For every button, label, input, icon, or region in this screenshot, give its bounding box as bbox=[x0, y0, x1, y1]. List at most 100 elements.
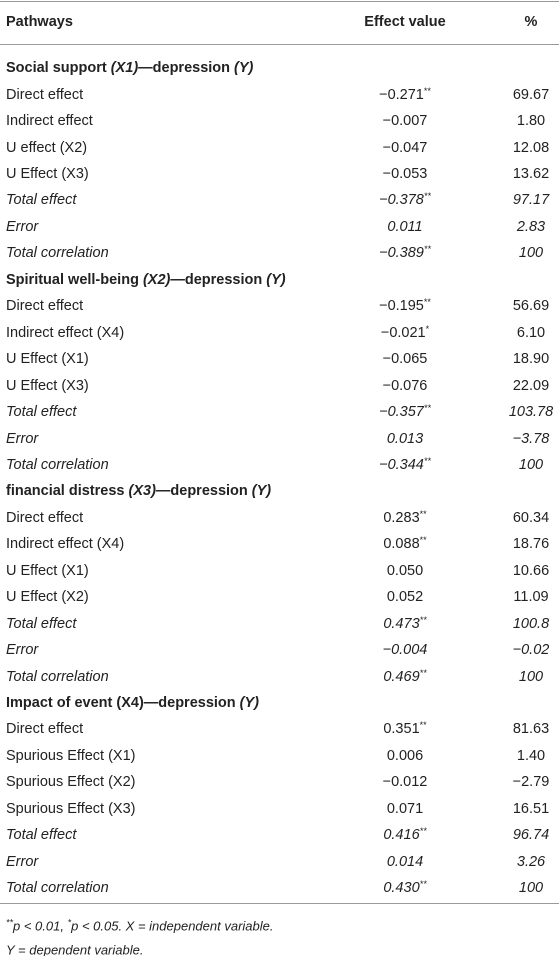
section-title: Spiritual well-being (X2)—depression (Y) bbox=[6, 271, 286, 289]
value-text: 100 bbox=[518, 245, 544, 262]
value-cell: −0.357** bbox=[379, 403, 431, 421]
value-cell: 22.09 bbox=[513, 377, 549, 395]
title-part: (Y) bbox=[234, 60, 254, 77]
value-text: −0.344 bbox=[379, 456, 424, 473]
significance-mark: ** bbox=[423, 191, 431, 202]
significance-mark: ** bbox=[419, 826, 427, 837]
row-label: U Effect (X2) bbox=[6, 589, 89, 606]
value-text: −0.076 bbox=[382, 377, 428, 394]
row-label: Spurious Effect (X3) bbox=[6, 800, 136, 817]
value-cell: 0.006 bbox=[387, 747, 423, 765]
row-label: Total correlation bbox=[6, 668, 109, 685]
rule bbox=[0, 903, 559, 904]
value-cell: −0.047 bbox=[383, 139, 428, 157]
row-label: U Effect (X3) bbox=[6, 377, 89, 394]
value-cell: 1.80 bbox=[517, 112, 545, 130]
value-cell: −0.195** bbox=[379, 297, 431, 315]
value-cell: 56.69 bbox=[513, 297, 549, 315]
value-cell: 100.8 bbox=[513, 615, 549, 633]
title-part: (X1) bbox=[110, 60, 139, 77]
title-part: —depression bbox=[138, 60, 235, 77]
title-part: —depression bbox=[155, 483, 252, 500]
section-title: Impact of event (X4)—depression (Y) bbox=[6, 694, 259, 712]
value-text: 0.013 bbox=[386, 430, 424, 447]
value-cell: −0.007 bbox=[383, 112, 428, 130]
value-text: 0.006 bbox=[386, 747, 424, 764]
value-text: 103.78 bbox=[508, 404, 554, 421]
value-text: 16.51 bbox=[512, 800, 550, 817]
row-label: Total correlation bbox=[6, 245, 109, 262]
value-cell: 2.83 bbox=[517, 218, 545, 236]
value-cell: 18.76 bbox=[513, 535, 549, 553]
value-cell: −2.79 bbox=[513, 773, 550, 791]
row-label: Total effect bbox=[6, 827, 77, 844]
value-cell: 0.011 bbox=[387, 218, 422, 236]
significance-mark: ** bbox=[419, 508, 427, 519]
value-cell: 0.052 bbox=[387, 588, 423, 606]
row-label: U Effect (X1) bbox=[6, 562, 89, 579]
value-text: 0.351 bbox=[383, 721, 420, 738]
header-cell: Pathways bbox=[6, 14, 73, 30]
value-cell: 1.40 bbox=[517, 747, 545, 765]
value-cell: 69.67 bbox=[513, 86, 549, 104]
value-text: −0.357 bbox=[379, 404, 424, 421]
value-cell: −0.053 bbox=[383, 165, 428, 183]
value-text: 22.09 bbox=[512, 377, 550, 394]
value-cell: −0.004 bbox=[383, 641, 428, 659]
value-text: 0.473 bbox=[383, 615, 420, 632]
value-text: 0.071 bbox=[386, 800, 424, 817]
value-text: 0.283 bbox=[383, 509, 420, 526]
title-part: Impact of event (X4)—depression bbox=[6, 695, 240, 712]
significance-mark: ** bbox=[423, 403, 431, 414]
value-cell: 96.74 bbox=[513, 826, 549, 844]
value-text: 0.430 bbox=[383, 880, 420, 897]
value-text: 81.63 bbox=[512, 721, 550, 738]
title-part: (X3) bbox=[128, 483, 156, 500]
significance-mark: ** bbox=[423, 244, 431, 255]
significance-mark: * bbox=[425, 323, 430, 334]
header-cell: Effect value bbox=[364, 14, 446, 30]
value-cell: 0.071 bbox=[387, 800, 423, 818]
value-text: −0.053 bbox=[382, 166, 428, 183]
value-cell: 0.416** bbox=[383, 826, 426, 844]
value-text: −0.271 bbox=[379, 86, 424, 103]
value-cell: 0.430** bbox=[383, 879, 426, 897]
value-text: 1.80 bbox=[516, 113, 546, 130]
value-text: −0.378 bbox=[379, 192, 424, 209]
row-label: Direct effect bbox=[6, 509, 84, 526]
value-cell: 0.013 bbox=[387, 430, 423, 448]
value-cell: 3.26 bbox=[517, 853, 545, 871]
row-label: Total effect bbox=[6, 404, 77, 421]
row-label: Direct effect bbox=[6, 86, 84, 103]
value-text: 12.08 bbox=[512, 139, 550, 156]
value-cell: −0.021* bbox=[381, 324, 429, 342]
value-text: 0.050 bbox=[386, 562, 424, 579]
value-text: 0.014 bbox=[386, 853, 424, 870]
significance-mark: ** bbox=[423, 297, 431, 308]
value-text: 0.052 bbox=[386, 589, 424, 606]
row-label: Direct effect bbox=[6, 721, 84, 738]
value-text: 0.088 bbox=[383, 536, 420, 553]
footnote-part: p < 0.01, bbox=[13, 918, 68, 934]
value-cell: 11.09 bbox=[513, 588, 548, 606]
title-part: (X2) bbox=[142, 271, 171, 288]
value-text: 69.67 bbox=[512, 86, 550, 103]
row-label: Indirect effect (X4) bbox=[6, 536, 125, 553]
value-text: 1.40 bbox=[516, 747, 546, 764]
value-text: −0.004 bbox=[382, 642, 428, 659]
value-text: 0.011 bbox=[387, 218, 423, 235]
value-text: 100.8 bbox=[512, 615, 550, 632]
value-cell: 0.283** bbox=[383, 509, 426, 527]
row-label: U Effect (X1) bbox=[6, 351, 89, 368]
value-text: 3.26 bbox=[516, 853, 546, 870]
row-label: U effect (X2) bbox=[6, 139, 88, 156]
value-cell: −0.076 bbox=[383, 377, 428, 395]
value-cell: 103.78 bbox=[509, 403, 553, 421]
value-cell: 60.34 bbox=[513, 509, 549, 527]
value-cell: 0.351** bbox=[383, 720, 426, 738]
value-text: −0.02 bbox=[512, 642, 550, 659]
title-part: (Y) bbox=[251, 483, 272, 500]
title-part: —depression bbox=[170, 271, 267, 288]
significance-mark: ** bbox=[423, 85, 431, 96]
value-text: 18.76 bbox=[512, 536, 550, 553]
